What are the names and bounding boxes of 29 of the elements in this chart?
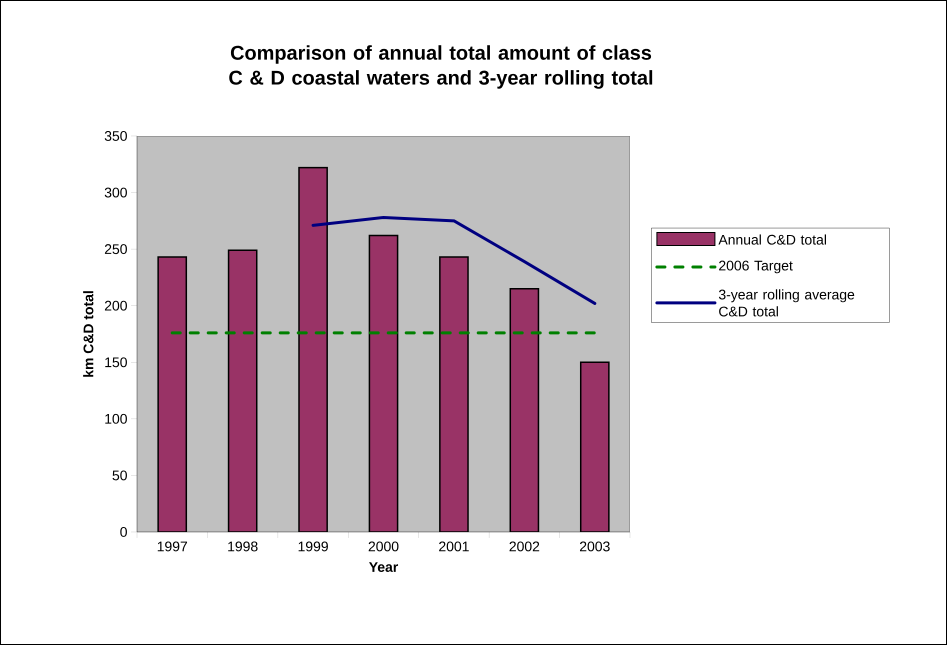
x-tick-label: 2003 (580, 541, 610, 552)
x-tick-label: 1999 (298, 541, 328, 552)
legend-label: 3-year rolling average C&D total (718, 289, 854, 316)
bar (228, 250, 258, 532)
y-tick-label: 200 (104, 300, 127, 311)
bar (580, 362, 610, 532)
y-tick-label: 50 (112, 470, 127, 480)
x-tick-label: 2000 (368, 541, 398, 552)
x-tick-label: 2002 (510, 541, 540, 552)
bar (439, 256, 469, 532)
chart-title: Comparison of annual total amount of class C & D coastal waters and 3-year rolling total (229, 45, 652, 89)
x-axis-title: Year (369, 562, 398, 572)
y-tick-label: 350 (104, 131, 127, 141)
bar (368, 234, 398, 532)
bar (510, 288, 540, 532)
y-tick-label: 100 (105, 414, 127, 424)
x-tick-label: 1997 (158, 541, 188, 552)
bar (298, 166, 328, 532)
y-tick-label: 250 (104, 244, 127, 254)
x-tick-label: 1998 (228, 541, 258, 552)
y-tick-label: 150 (105, 357, 127, 368)
y-tick-label: 0 (120, 527, 127, 537)
y-axis-title: km C&D total (83, 291, 94, 377)
legend-label: 2006 Target (719, 260, 793, 274)
y-tick-label: 300 (104, 188, 127, 198)
x-tick-label: 2001 (439, 541, 469, 552)
bar (157, 256, 188, 532)
legend-label: Annual C&D total (718, 234, 826, 245)
line-series (312, 216, 596, 305)
